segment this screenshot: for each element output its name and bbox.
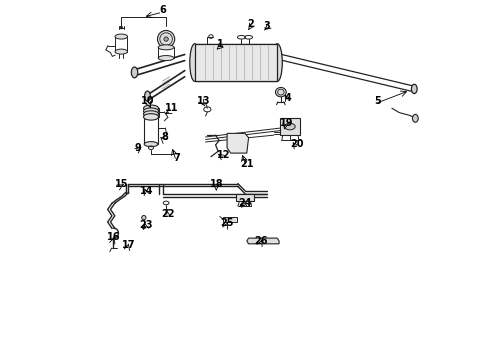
Ellipse shape: [272, 44, 282, 81]
Text: 19: 19: [279, 118, 293, 128]
Text: 20: 20: [290, 139, 304, 149]
Text: 14: 14: [140, 186, 153, 196]
Ellipse shape: [144, 111, 159, 117]
Ellipse shape: [412, 84, 417, 94]
Text: 10: 10: [142, 96, 155, 106]
Text: 26: 26: [254, 236, 268, 246]
Text: 4: 4: [285, 93, 292, 103]
Ellipse shape: [144, 108, 159, 114]
Text: 13: 13: [197, 96, 211, 106]
Text: 16: 16: [107, 232, 121, 242]
Bar: [195, 44, 277, 81]
Text: 5: 5: [374, 96, 381, 106]
Text: 24: 24: [238, 198, 252, 208]
Bar: [223, 217, 237, 222]
Ellipse shape: [285, 123, 295, 130]
Text: 25: 25: [220, 218, 234, 228]
Text: 12: 12: [217, 150, 230, 160]
Text: 2: 2: [247, 19, 254, 29]
Polygon shape: [247, 238, 279, 244]
Text: 1: 1: [217, 39, 223, 49]
Ellipse shape: [413, 114, 418, 122]
Ellipse shape: [120, 26, 122, 29]
Text: 7: 7: [173, 153, 180, 163]
Ellipse shape: [144, 141, 158, 147]
Text: 9: 9: [134, 143, 141, 153]
Text: 8: 8: [161, 132, 168, 142]
Ellipse shape: [158, 45, 174, 50]
Text: 11: 11: [165, 103, 178, 113]
Ellipse shape: [158, 55, 174, 60]
Bar: [236, 194, 254, 201]
Ellipse shape: [115, 34, 127, 39]
Ellipse shape: [164, 37, 168, 41]
Text: 6: 6: [159, 5, 166, 15]
Text: 3: 3: [263, 21, 270, 31]
Ellipse shape: [131, 67, 138, 78]
Ellipse shape: [190, 44, 200, 81]
Ellipse shape: [142, 216, 146, 220]
Text: 18: 18: [210, 179, 223, 189]
Ellipse shape: [144, 105, 159, 112]
Text: 23: 23: [140, 220, 153, 230]
Text: 22: 22: [161, 209, 174, 219]
Text: 15: 15: [115, 179, 128, 189]
Ellipse shape: [144, 114, 159, 120]
Ellipse shape: [145, 91, 150, 101]
Polygon shape: [227, 134, 248, 153]
Bar: [280, 118, 300, 135]
Text: 21: 21: [240, 159, 253, 169]
Ellipse shape: [157, 31, 175, 48]
Ellipse shape: [275, 87, 286, 97]
Text: 17: 17: [122, 239, 135, 249]
Ellipse shape: [115, 49, 127, 54]
